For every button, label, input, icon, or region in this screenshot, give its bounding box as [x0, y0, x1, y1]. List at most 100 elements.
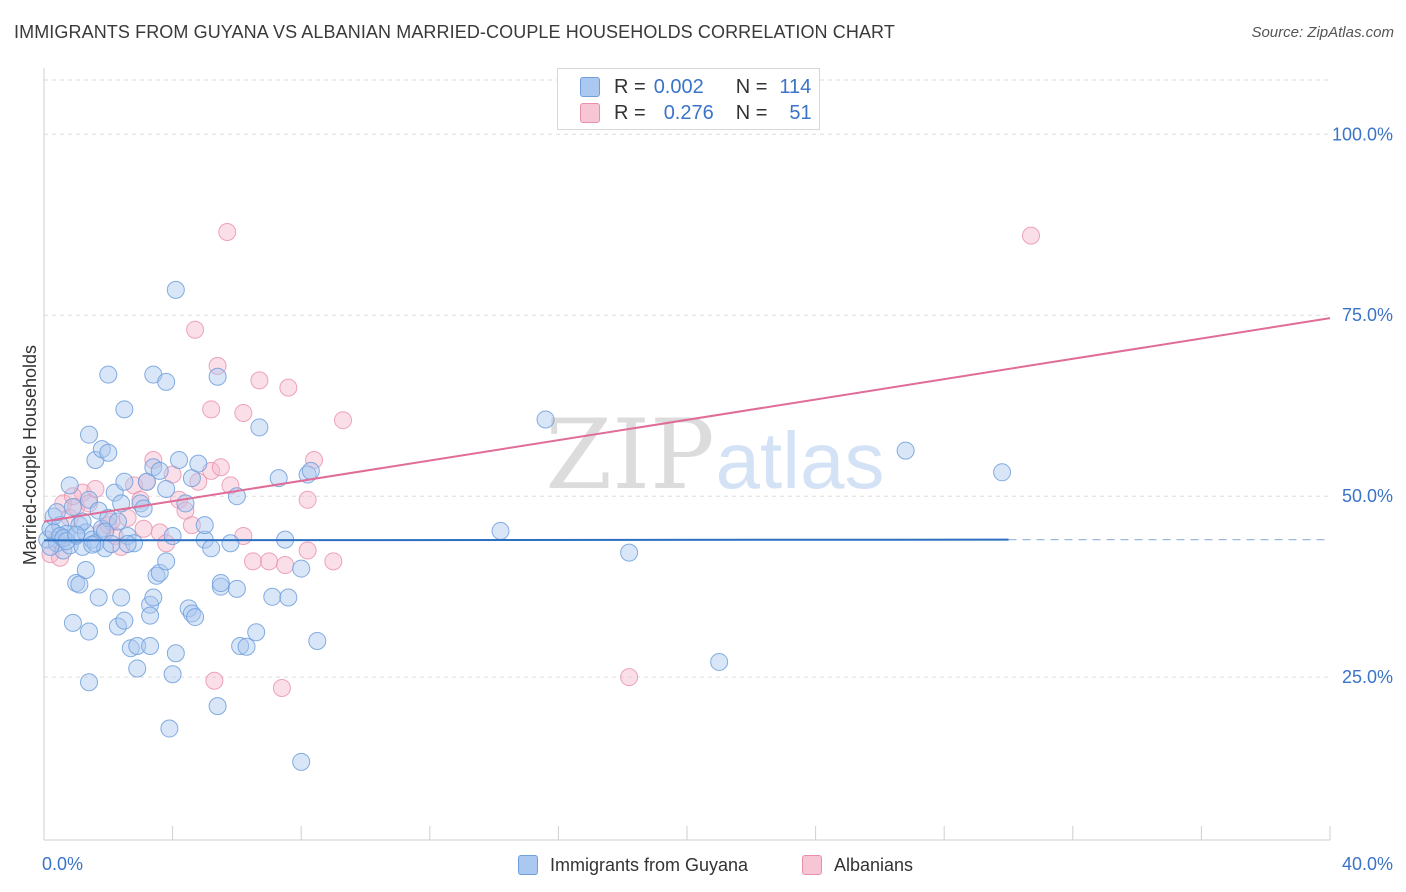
guyana-point	[195, 516, 214, 535]
guyana-point	[157, 479, 176, 498]
albanians-point	[182, 516, 201, 535]
albanians-point	[186, 320, 205, 339]
guyana-point	[41, 537, 60, 556]
albanians-point	[243, 552, 262, 571]
albanians-point	[205, 671, 224, 690]
stats-row-guyana: R = 0.002 N = 114	[580, 74, 811, 100]
guyana-point	[237, 637, 256, 656]
r-label: R =	[614, 101, 646, 124]
guyana-point	[80, 425, 99, 444]
legend-item-guyana: Immigrants from Guyana	[518, 852, 748, 878]
guyana-point	[63, 613, 82, 632]
tick-labels: 100.0% 75.0% 50.0% 25.0% 0.0% 40.0%	[42, 124, 1393, 874]
guyana-point	[157, 552, 176, 571]
guyana-point	[292, 752, 311, 771]
guyana-point	[112, 588, 131, 607]
guyana-point	[186, 608, 205, 627]
guyana-point	[247, 623, 266, 642]
guyana-point	[73, 512, 92, 531]
chart-title: IMMIGRANTS FROM GUYANA VS ALBANIAN MARRI…	[14, 22, 895, 42]
trend-lines	[43, 317, 1331, 542]
guyana-point	[128, 637, 147, 656]
x-tick-label: 0.0%	[42, 854, 83, 874]
guyana-point	[99, 443, 118, 462]
watermark: ZIP atlas	[545, 399, 884, 511]
albanians-point	[157, 534, 176, 553]
guyana-point	[147, 566, 166, 585]
guyana-point	[150, 461, 169, 480]
source-label: Source: ZipAtlas.com	[1251, 24, 1394, 41]
albanians-point	[250, 371, 269, 390]
series-legend: Immigrants from Guyana Albanians	[0, 852, 1406, 878]
guyana-point	[166, 644, 185, 663]
guyana-point	[144, 588, 163, 607]
guyana-point	[620, 543, 639, 562]
legend-item-albanians: Albanians	[802, 852, 913, 878]
r-value: 0.276	[663, 101, 714, 124]
guyana-point	[92, 519, 111, 538]
guyana-point	[60, 476, 79, 495]
guyana-point	[108, 512, 127, 531]
guyana-point	[121, 639, 140, 658]
guyana-point	[99, 508, 118, 527]
guyana-point	[89, 588, 108, 607]
guyana-point	[67, 525, 86, 544]
n-value: 114	[779, 75, 812, 98]
guyana-point	[189, 454, 208, 473]
n-label: N =	[735, 75, 768, 98]
albanians-point	[298, 490, 317, 509]
albanians-point	[134, 519, 153, 538]
guyana-point	[115, 400, 134, 419]
y-tick-label: 75.0%	[1342, 305, 1393, 325]
guyana-point	[67, 574, 86, 593]
albanians-point	[221, 476, 240, 495]
y-tick-label: 25.0%	[1342, 667, 1393, 687]
guyana-point	[80, 673, 99, 692]
y-axis-label: Married-couple Households	[20, 345, 40, 565]
guyana-point	[102, 534, 121, 553]
guyana-point	[163, 665, 182, 684]
guyana-point	[308, 631, 327, 650]
guyana-point	[221, 534, 240, 553]
guyana-point	[993, 463, 1012, 482]
guyana-point	[141, 637, 160, 656]
legend-label-albanians: Albanians	[834, 854, 914, 875]
guyana-point	[160, 719, 179, 738]
guyana-legend-swatch	[518, 855, 538, 875]
albanians-point	[234, 403, 253, 422]
axes	[43, 68, 1331, 841]
albanians-point	[620, 668, 639, 687]
guyana-point	[118, 534, 137, 553]
guyana-point	[208, 367, 227, 386]
guyana-point	[115, 472, 134, 491]
albanians-point	[298, 541, 317, 560]
stats-legend: R = 0.002 N = 114 R = 0.276 N = 51	[557, 68, 820, 130]
guyana-point	[76, 561, 95, 580]
watermark-atlas: atlas	[716, 416, 885, 505]
stats-row-albanians: R = 0.276 N = 51	[580, 100, 812, 126]
r-value: 0.002	[653, 75, 704, 98]
guyana-point	[710, 652, 729, 671]
albanians-point	[218, 223, 237, 241]
albanians-point	[260, 552, 279, 571]
albanians-point	[324, 552, 343, 571]
guyana-point	[269, 469, 288, 488]
guyana-point	[292, 559, 311, 578]
albanians-point	[1022, 226, 1041, 245]
guyana-point	[250, 418, 269, 437]
r-label: R =	[614, 75, 646, 98]
y-tick-label: 100.0%	[1332, 124, 1393, 144]
albanians-point	[86, 479, 105, 498]
guyana-point	[115, 611, 134, 630]
guyana-point	[491, 521, 510, 540]
guyana-point	[301, 461, 320, 480]
guyana-point	[279, 588, 298, 607]
guyana-swatch	[580, 77, 600, 97]
n-value: 51	[789, 101, 812, 124]
guyana-point	[227, 579, 246, 598]
albanians-point	[279, 378, 298, 397]
albanians-point	[211, 458, 230, 477]
albanians-point	[102, 512, 121, 531]
y-tick-label: 50.0%	[1342, 486, 1393, 506]
